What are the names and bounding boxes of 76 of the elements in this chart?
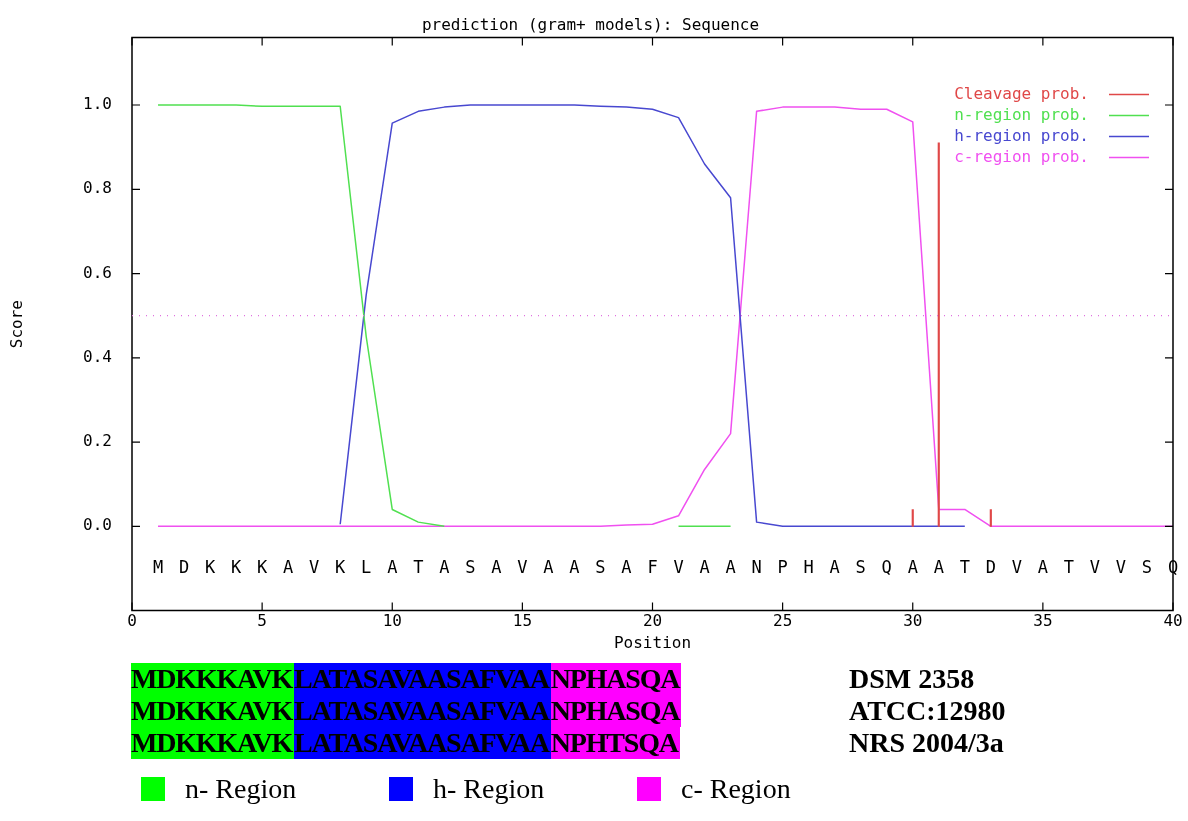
legend-label: c- Region bbox=[681, 773, 791, 805]
text: LATASAVAASAFVAA bbox=[294, 695, 549, 726]
text: NPHASQA bbox=[550, 663, 680, 694]
legend-label: Cleavage prob. bbox=[954, 83, 1089, 103]
y-tick-label: 0.4 bbox=[83, 346, 112, 366]
annotation: A bbox=[283, 556, 294, 577]
annotation: V bbox=[673, 556, 684, 577]
annotation: A bbox=[1037, 556, 1048, 577]
x-tick-label: 10 bbox=[382, 611, 402, 631]
x-tick-label: 15 bbox=[512, 611, 533, 631]
annotation: K bbox=[257, 556, 268, 577]
annotation: A bbox=[491, 556, 502, 577]
annotation: M bbox=[152, 556, 164, 577]
annotation: A bbox=[933, 556, 944, 577]
y-tick-label: 0.8 bbox=[83, 178, 112, 198]
x-tick-label: 0 bbox=[127, 611, 137, 631]
annotation: K bbox=[204, 556, 216, 577]
category-label: ATCC:12980 bbox=[849, 695, 1006, 726]
annotation: A bbox=[439, 556, 450, 577]
annotation: V bbox=[1011, 556, 1022, 577]
text: MDKKKAVK bbox=[131, 663, 292, 694]
annotation: A bbox=[621, 556, 632, 577]
text: LATASAVAASAFVAA bbox=[294, 727, 549, 758]
chart-title: prediction (gram+ models): Sequence bbox=[421, 15, 760, 35]
annotation: A bbox=[725, 556, 736, 577]
x-tick-label: 30 bbox=[903, 611, 923, 631]
annotation: D bbox=[985, 556, 996, 577]
y-tick-label: 0.6 bbox=[83, 262, 112, 282]
annotation: L bbox=[361, 556, 372, 577]
annotation: S bbox=[465, 556, 476, 577]
y-tick-label: 0.2 bbox=[83, 431, 112, 451]
annotation: T bbox=[1063, 556, 1075, 577]
annotation: K bbox=[230, 556, 242, 577]
legend-label: n- Region bbox=[185, 773, 297, 805]
x-tick-label: 25 bbox=[772, 611, 793, 631]
annotation: V bbox=[1089, 556, 1101, 577]
annotation: S bbox=[1141, 556, 1153, 577]
legend-label: h- Region bbox=[433, 773, 545, 805]
annotation: A bbox=[543, 556, 554, 577]
annotation: S bbox=[595, 556, 606, 577]
annotation: T bbox=[413, 556, 424, 577]
text: MDKKKAVK bbox=[131, 727, 292, 758]
x-tick-label: 40 bbox=[1163, 611, 1183, 631]
legend-label: n-region prob. bbox=[954, 104, 1089, 124]
annotation: V bbox=[517, 556, 528, 577]
annotation: S bbox=[855, 556, 866, 577]
annotation: H bbox=[803, 556, 814, 577]
x-axis-title: Position bbox=[613, 632, 692, 652]
y-axis-title: Score bbox=[6, 300, 26, 349]
annotation: T bbox=[959, 556, 970, 577]
annotation: A bbox=[699, 556, 710, 577]
text: MDKKKAVK bbox=[131, 695, 292, 726]
x-tick-label: 35 bbox=[1033, 611, 1053, 631]
y-tick-label: 0.0 bbox=[83, 515, 112, 535]
annotation: V bbox=[1115, 556, 1127, 577]
annotation: A bbox=[569, 556, 580, 577]
legend-label: c-region prob. bbox=[954, 146, 1089, 166]
annotation: D bbox=[178, 556, 190, 577]
annotation: A bbox=[907, 556, 918, 577]
annotation: V bbox=[309, 556, 320, 577]
category-label: DSM 2358 bbox=[849, 663, 975, 694]
annotation: A bbox=[387, 556, 398, 577]
y-tick-label: 1.0 bbox=[83, 94, 112, 114]
category-label: NRS 2004/3a bbox=[849, 727, 1004, 758]
x-tick-label: 5 bbox=[257, 611, 267, 631]
text: NPHTSQA bbox=[550, 727, 678, 758]
annotation: P bbox=[777, 556, 788, 577]
legend-label: h-region prob. bbox=[954, 125, 1089, 145]
x-tick-label: 20 bbox=[642, 611, 663, 631]
annotation: N bbox=[751, 556, 762, 577]
text: NPHASQA bbox=[550, 695, 680, 726]
annotation: A bbox=[829, 556, 840, 577]
annotation: K bbox=[335, 556, 347, 577]
text: LATASAVAASAFVAA bbox=[294, 663, 549, 694]
annotation: F bbox=[647, 556, 658, 577]
annotation: Q bbox=[881, 556, 892, 577]
